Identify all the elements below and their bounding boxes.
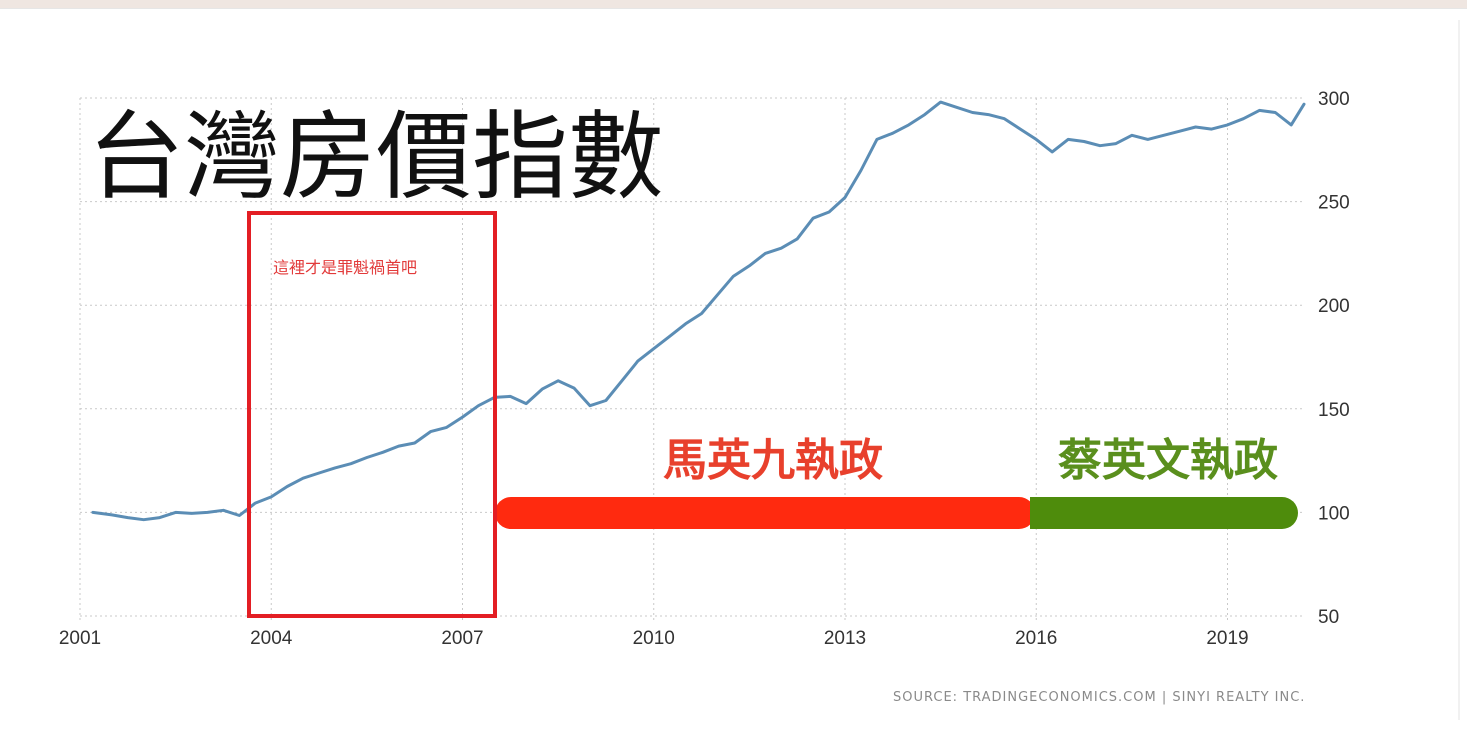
era-label-tsai: 蔡英文執政 — [1058, 435, 1278, 486]
y-tick-label: 300 — [1318, 89, 1350, 110]
x-tick-labels: 2001 2004 2007 2010 2013 2016 2019 — [59, 628, 1249, 649]
y-tick-label: 50 — [1318, 607, 1339, 628]
chart-card — [0, 8, 1467, 751]
x-tick-label: 2016 — [1015, 628, 1057, 649]
x-tick-label: 2007 — [441, 628, 483, 649]
y-tick-label: 250 — [1318, 193, 1350, 214]
x-tick-label: 2004 — [250, 628, 293, 649]
top-strip — [0, 0, 1467, 8]
y-tick-label: 150 — [1318, 400, 1350, 421]
source-note: SOURCE: TRADINGECONOMICS.COM | SINYI REA… — [893, 690, 1305, 705]
x-tick-label: 2001 — [59, 628, 101, 649]
y-tick-label: 200 — [1318, 296, 1350, 317]
x-tick-label: 2019 — [1206, 628, 1248, 649]
era-label-ma: 馬英九執政 — [663, 435, 883, 486]
era-bar-tsai-join — [1030, 497, 1060, 529]
card-edge — [1458, 20, 1460, 720]
x-tick-label: 2010 — [633, 628, 675, 649]
era-bar-ma — [495, 497, 1035, 529]
y-tick-labels: 50 100 150 200 250 300 — [1318, 89, 1350, 628]
y-tick-label: 100 — [1318, 503, 1350, 524]
highlight-note: 這裡才是罪魁禍首吧 — [273, 258, 417, 277]
x-tick-label: 2013 — [824, 628, 866, 649]
highlight-box — [247, 211, 497, 618]
chart-title: 台灣房價指數 — [88, 101, 664, 213]
series-line — [91, 100, 1306, 522]
era-bar-tsai — [1030, 497, 1298, 529]
